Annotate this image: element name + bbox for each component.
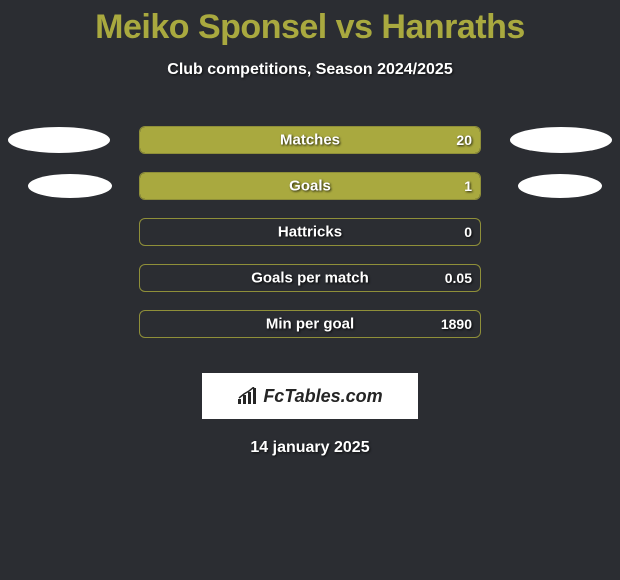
stat-bar: Goals per match0.05 — [139, 264, 481, 292]
stat-label: Hattricks — [140, 224, 480, 241]
stat-bar: Goals1 — [139, 172, 481, 200]
stat-row: Hattricks0 — [0, 209, 620, 255]
bar-fill-right — [140, 127, 480, 153]
stat-value-right: 20 — [456, 132, 472, 148]
date-text: 14 january 2025 — [0, 439, 620, 457]
player-right-marker — [518, 174, 602, 198]
bar-fill-right — [140, 173, 480, 199]
stat-row: Goals per match0.05 — [0, 255, 620, 301]
stat-row: Goals1 — [0, 163, 620, 209]
logo-text: FcTables.com — [263, 386, 382, 407]
player-left-marker — [8, 127, 110, 153]
stat-value-right: 1890 — [441, 316, 472, 332]
logo-box[interactable]: FcTables.com — [202, 373, 418, 419]
stat-value-right: 0.05 — [445, 270, 472, 286]
stat-row: Matches20 — [0, 117, 620, 163]
stat-bar: Matches20 — [139, 126, 481, 154]
stats-block: Matches20 Goals1 Hattricks0 Goals per match… — [0, 117, 620, 347]
stat-label: Min per goal — [140, 316, 480, 333]
subtitle: Club competitions, Season 2024/2025 — [0, 61, 620, 79]
player-right-marker — [510, 127, 612, 153]
stat-label: Goals per match — [140, 270, 480, 287]
stat-bar: Hattricks0 — [139, 218, 481, 246]
stat-value-right: 1 — [464, 178, 472, 194]
stat-row: Min per goal1890 — [0, 301, 620, 347]
stat-value-right: 0 — [464, 224, 472, 240]
stat-bar: Min per goal1890 — [139, 310, 481, 338]
player-left-marker — [28, 174, 112, 198]
page-title: Meiko Sponsel vs Hanraths — [0, 8, 620, 47]
bar-chart-icon — [237, 387, 259, 405]
